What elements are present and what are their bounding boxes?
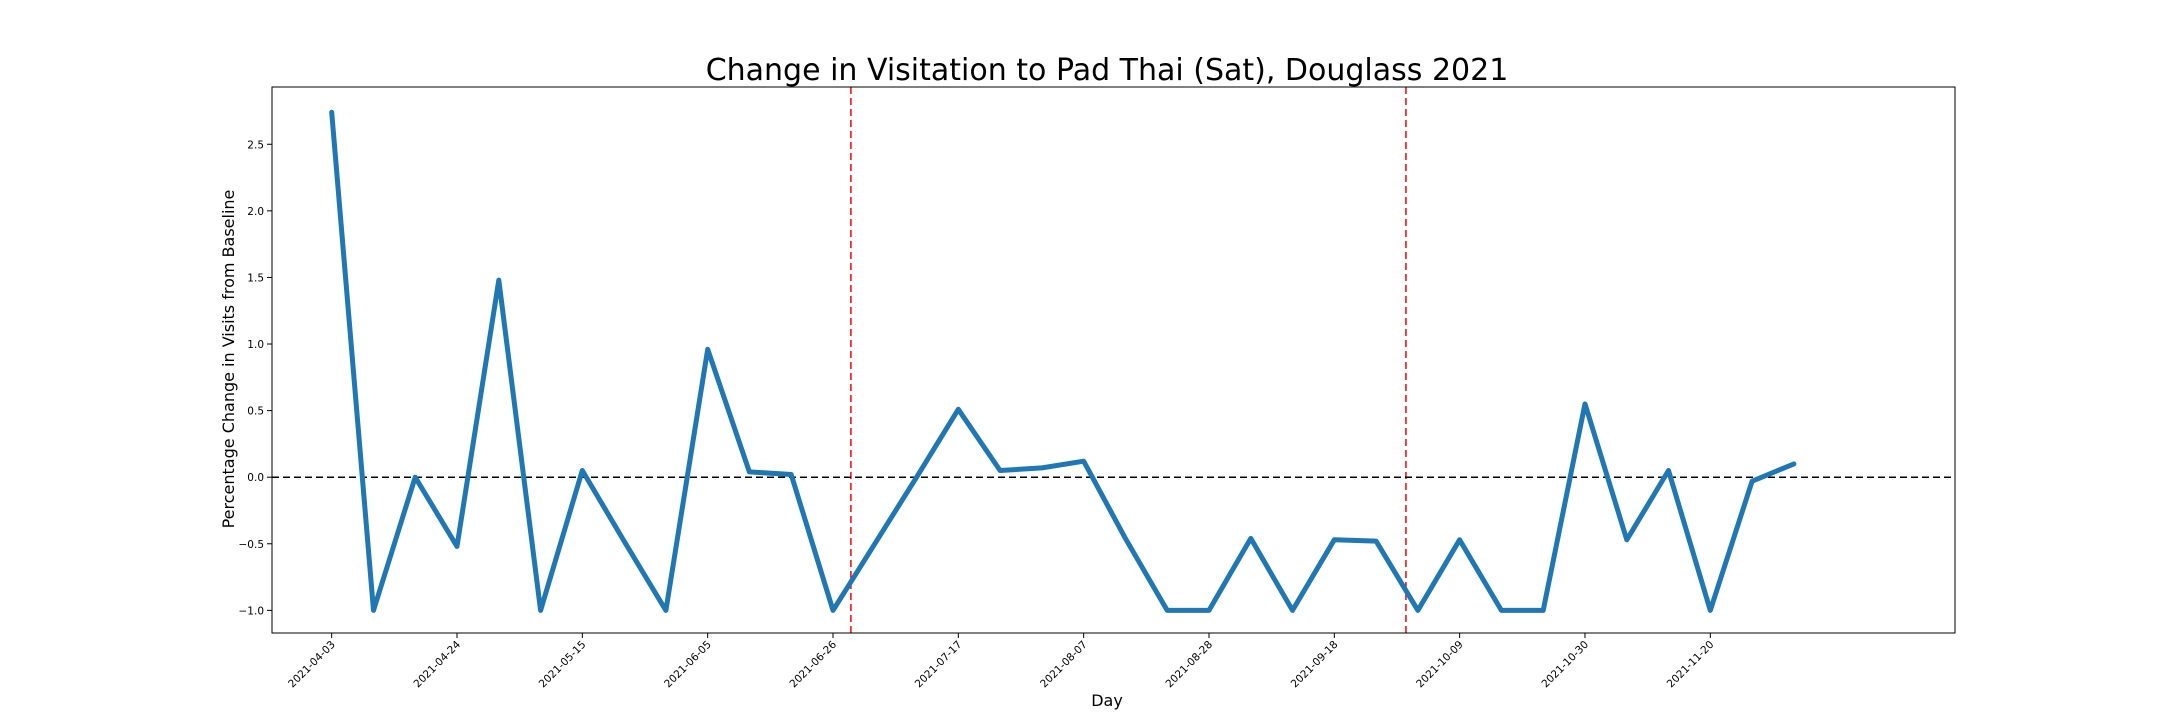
x-tick-label: 2021-05-15: [537, 639, 589, 691]
data-point: [1039, 465, 1044, 470]
data-point: [580, 468, 585, 473]
y-tick-label: 0.5: [247, 406, 264, 418]
x-tick-label: 2021-10-30: [1539, 639, 1591, 691]
x-axis-label: Day: [1091, 691, 1123, 710]
data-point: [1123, 536, 1128, 541]
y-tick-label: −1.0: [239, 605, 265, 617]
data-point: [1165, 608, 1170, 613]
y-axis: −1.0 −0.5 0.0 0.5 1.0 1.5 2.0 2.5: [239, 139, 272, 617]
y-tick-label: 2.5: [247, 139, 264, 151]
x-tick-label: 2021-11-20: [1665, 639, 1717, 691]
data-point: [789, 472, 794, 477]
data-point: [1332, 537, 1337, 542]
series-line: [329, 109, 1797, 613]
data-point: [1750, 479, 1755, 484]
x-tick-label: 2021-07-17: [913, 639, 965, 691]
y-axis-label: Percentage Change in Visits from Baselin…: [219, 190, 238, 529]
data-point: [1499, 608, 1504, 613]
data-point: [455, 544, 460, 549]
y-tick-label: −0.5: [239, 539, 265, 551]
x-tick-label: 2021-08-07: [1038, 639, 1090, 691]
y-tick-label: 1.5: [247, 272, 264, 284]
data-point: [1207, 608, 1212, 613]
y-tick-label: 1.0: [247, 339, 264, 351]
plot-frame: [271, 86, 1956, 634]
data-point: [663, 608, 668, 613]
x-axis: 2021-04-03 2021-04-24 2021-05-15 2021-06-05…: [286, 633, 1716, 690]
data-point: [1290, 608, 1295, 613]
data-point: [1541, 608, 1546, 613]
data-point: [329, 110, 334, 115]
data-point: [1708, 608, 1713, 613]
data-point: [1624, 537, 1629, 542]
x-tick-label: 2021-06-05: [662, 639, 714, 691]
data-point: [1248, 536, 1253, 541]
data-point: [1457, 537, 1462, 542]
x-tick-label: 2021-06-26: [787, 638, 839, 690]
data-point: [496, 278, 501, 283]
data-point: [538, 608, 543, 613]
data-point: [914, 475, 919, 480]
data-point: [1666, 468, 1671, 473]
data-point: [956, 407, 961, 412]
plot-area: [272, 87, 1955, 633]
data-point: [1081, 459, 1086, 464]
x-tick-label: 2021-08-28: [1163, 639, 1215, 691]
x-tick-label: 2021-10-09: [1414, 639, 1466, 691]
x-tick-label: 2021-04-24: [411, 638, 463, 690]
data-point: [747, 469, 752, 474]
data-point: [1415, 608, 1420, 613]
data-point: [622, 539, 627, 544]
y-tick-label: 2.0: [247, 206, 264, 218]
x-tick-label: 2021-09-18: [1289, 639, 1341, 691]
data-point: [1583, 401, 1588, 406]
data-point: [413, 475, 418, 480]
chart-title: Change in Visitation to Pad Thai (Sat), …: [706, 53, 1509, 88]
data-point: [371, 608, 376, 613]
data-point: [998, 468, 1003, 473]
y-tick-label: 0.0: [247, 472, 264, 484]
data-point: [831, 608, 836, 613]
data-point: [705, 347, 710, 352]
data-point: [1791, 461, 1796, 466]
data-point: [1374, 539, 1379, 544]
x-tick-label: 2021-04-03: [286, 639, 338, 691]
